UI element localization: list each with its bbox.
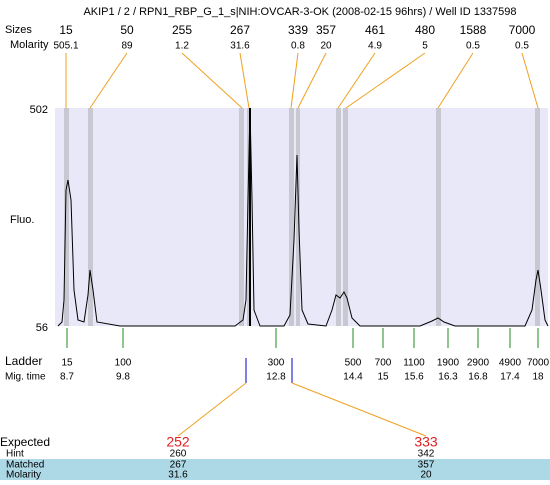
ladder-size: 100 — [115, 358, 132, 369]
connector — [345, 52, 426, 109]
ladder-time: 15.6 — [404, 372, 424, 383]
ladder-time: 16.8 — [468, 372, 488, 383]
sizes-label: Sizes — [5, 24, 32, 36]
expected-row-label: Expected — [0, 435, 50, 449]
peak-molarity: 5 — [422, 41, 428, 52]
peak-size: 357 — [316, 23, 336, 37]
peak-molarity: 0.5 — [466, 41, 480, 52]
y-bottom-label: 56 — [36, 322, 48, 334]
mig-time-label: Mig. time — [5, 372, 46, 383]
peak-molarity: 4.9 — [368, 41, 382, 52]
peak-size: 339 — [288, 23, 308, 37]
expected-expected: 333 — [414, 434, 438, 450]
ladder-time: 17.4 — [500, 372, 520, 383]
connector — [290, 52, 299, 109]
expected-molarity: 31.6 — [168, 470, 188, 480]
peak-size: 461 — [365, 23, 385, 37]
peak-molarity: 20 — [320, 41, 332, 52]
ladder-time: 16.3 — [438, 372, 458, 383]
ladder-size: 4900 — [499, 358, 522, 369]
connector — [291, 382, 427, 437]
expected-hint: 342 — [418, 449, 435, 460]
connector — [181, 52, 243, 109]
peak-size: 1588 — [460, 23, 487, 37]
peak-molarity: 0.8 — [291, 41, 305, 52]
connector — [437, 52, 474, 109]
expected-matched: 357 — [418, 460, 435, 471]
peak-molarity: 89 — [121, 41, 133, 52]
peak-size: 267 — [230, 23, 250, 37]
connector — [521, 52, 539, 109]
ladder-size: 7000 — [527, 358, 550, 369]
connector — [89, 52, 128, 109]
ladder-time: 12.8 — [266, 372, 286, 383]
ladder-size: 500 — [345, 358, 362, 369]
ladder-size: 1900 — [437, 358, 460, 369]
peak-molarity: 0.5 — [515, 41, 529, 52]
connector — [337, 52, 376, 109]
peak-size: 480 — [415, 23, 435, 37]
peak-molarity: 31.6 — [230, 41, 250, 52]
ladder-size: 2900 — [467, 358, 490, 369]
ladder-label: Ladder — [5, 354, 42, 368]
molarity-label: Molarity — [10, 39, 49, 51]
ladder-time: 14.4 — [343, 372, 363, 383]
fluorescence-trace — [57, 107, 549, 327]
peak-size: 255 — [172, 23, 192, 37]
connector — [297, 52, 327, 109]
ladder-time: 18 — [532, 372, 544, 383]
expected-row-label: Hint — [6, 449, 24, 460]
connector — [239, 52, 250, 109]
ladder-size: 300 — [268, 358, 285, 369]
ladder-time: 8.7 — [60, 372, 74, 383]
y-top-label: 502 — [30, 104, 48, 116]
ladder-time: 15 — [377, 372, 389, 383]
title: AKIP1 / 2 / RPN1_RBP_G_1_s|NIH:OVCAR-3-O… — [83, 6, 516, 18]
ladder-size: 700 — [375, 358, 392, 369]
expected-hint: 260 — [170, 449, 187, 460]
ladder-time: 9.8 — [116, 372, 130, 383]
y-axis-label: Fluo. — [10, 214, 34, 226]
peak-molarity: 1.2 — [175, 41, 189, 52]
peak-size: 7000 — [509, 23, 536, 37]
peak-size: 15 — [59, 23, 73, 37]
ladder-size: 15 — [61, 358, 73, 369]
expected-expected: 252 — [166, 434, 190, 450]
peak-size: 50 — [120, 23, 134, 37]
peak-molarity: 505.1 — [53, 41, 78, 52]
ladder-size: 1100 — [403, 358, 425, 369]
matched-band — [0, 459, 550, 480]
expected-row-label: Matched — [6, 460, 44, 471]
connector — [177, 382, 247, 437]
expected-matched: 267 — [170, 460, 187, 471]
expected-row-label: Molarity — [6, 470, 41, 480]
expected-molarity: 20 — [420, 470, 432, 480]
